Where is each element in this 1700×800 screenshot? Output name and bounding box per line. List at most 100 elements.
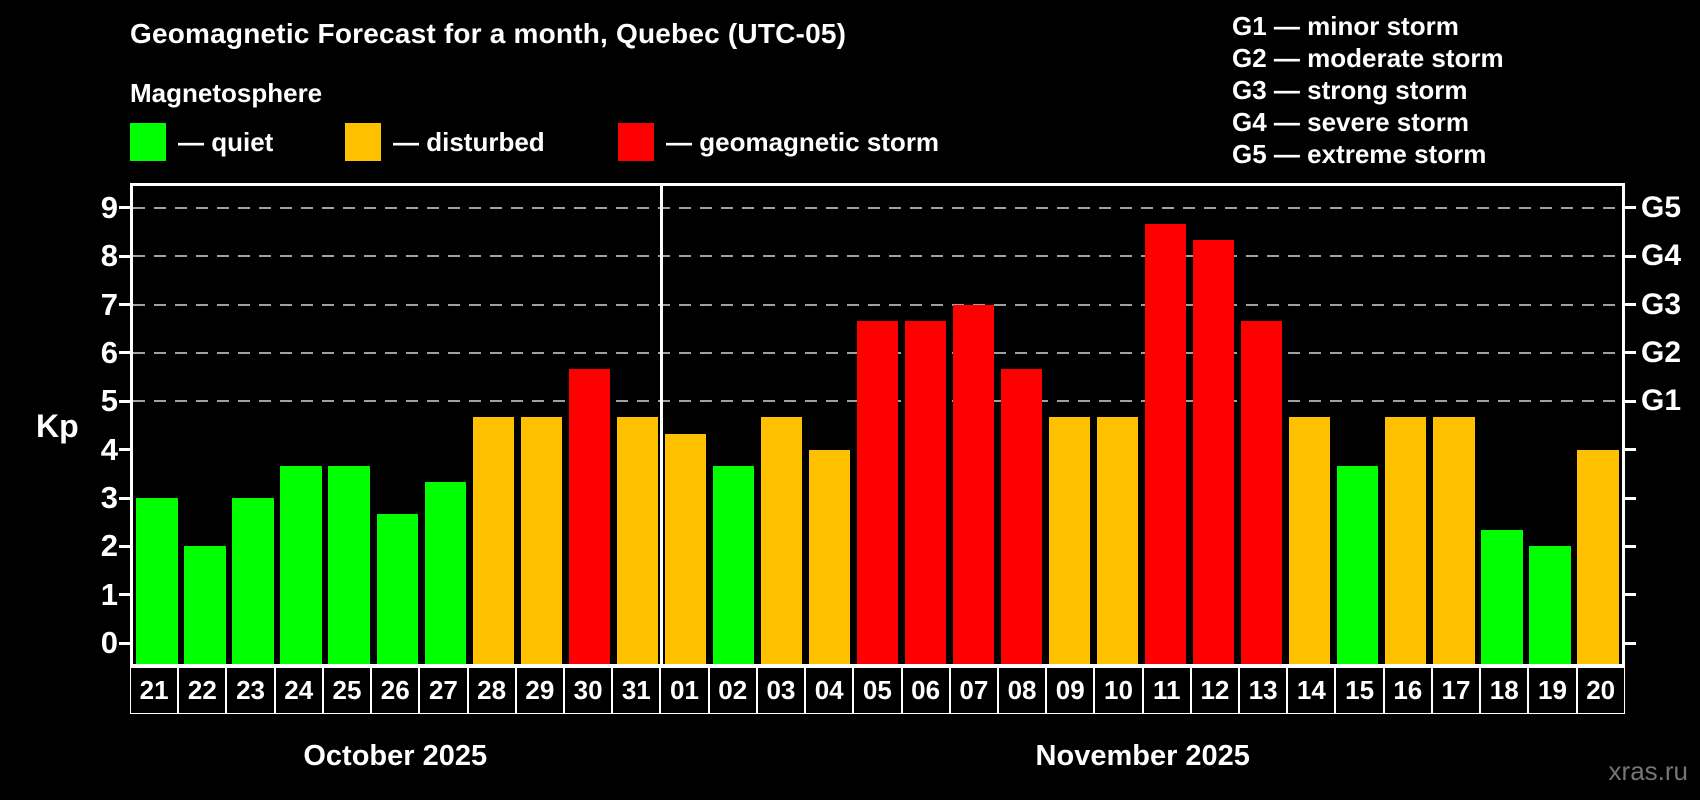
day-label-27: 27 <box>419 667 468 714</box>
day-label-04: 04 <box>805 667 854 714</box>
day-label-25: 25 <box>322 667 372 714</box>
day-label-10: 10 <box>1094 667 1143 714</box>
kp-bar-day-31 <box>616 417 658 664</box>
kp-bar-day-24 <box>280 465 322 664</box>
day-label-31: 31 <box>612 667 661 714</box>
axis-tick <box>1625 641 1636 645</box>
day-label-15: 15 <box>1335 667 1384 714</box>
axis-tick <box>1625 593 1636 597</box>
g-scale-line: G4 — severe storm <box>1232 107 1470 137</box>
g-axis-label-g2: G2 <box>1641 335 1682 369</box>
axis-tick <box>1625 206 1636 210</box>
axis-tick <box>1625 399 1636 403</box>
g-scale-line: G3 — strong storm <box>1232 75 1468 105</box>
day-label-28: 28 <box>467 667 516 714</box>
legend-label: — geomagnetic storm <box>666 126 940 157</box>
color-legend: — quiet — disturbed — geomagnetic storm <box>0 121 1700 163</box>
kp-bar-day-03 <box>760 417 803 664</box>
kp-bar-day-27 <box>424 482 466 664</box>
kp-bar-day-12 <box>1193 240 1235 664</box>
axis-tick <box>1625 254 1636 258</box>
gridline-kp7 <box>133 303 1622 306</box>
g-axis-label-g5: G5 <box>1641 190 1682 224</box>
y-axis-label-0: 0 <box>100 625 118 661</box>
axis-tick <box>119 303 130 307</box>
kp-bar-day-01 <box>664 433 706 664</box>
day-label-23: 23 <box>226 667 275 714</box>
day-label-19: 19 <box>1528 667 1577 714</box>
plot-area <box>130 183 1625 667</box>
axis-tick <box>119 399 130 403</box>
legend-label: — quiet <box>178 126 274 157</box>
legend-label: — disturbed <box>393 126 545 157</box>
month-label-november: November 2025 <box>1035 740 1250 772</box>
day-label-14: 14 <box>1287 667 1336 714</box>
day-label-16: 16 <box>1383 667 1432 714</box>
day-label-30: 30 <box>563 667 613 714</box>
day-label-22: 22 <box>178 667 227 714</box>
axis-tick <box>119 544 130 548</box>
gridline-kp9 <box>133 206 1622 209</box>
g-scale-line: G2 — moderate storm <box>1232 43 1504 73</box>
kp-bar-day-23 <box>232 498 274 664</box>
y-axis-label-1: 1 <box>100 576 118 612</box>
kp-bar-day-30 <box>568 368 610 664</box>
kp-bar-day-21 <box>136 498 178 664</box>
day-label-11: 11 <box>1142 667 1191 714</box>
axis-tick <box>119 351 130 355</box>
y-axis-label-9: 9 <box>100 189 118 225</box>
g-axis-label-g3: G3 <box>1641 287 1682 321</box>
kp-bar-day-14 <box>1289 417 1331 664</box>
y-axis-label-3: 3 <box>100 480 118 516</box>
day-label-06: 06 <box>901 667 950 714</box>
day-axis-row: 21 22 23 24 25 26 27 28 29 30 31 01 02 03 04 05 06 07 08 09… <box>130 667 1625 714</box>
kp-bar-day-28 <box>472 417 514 664</box>
axis-tick <box>1625 303 1636 307</box>
storm-color-swatch <box>618 123 654 161</box>
day-label-01: 01 <box>660 667 709 714</box>
kp-bar-day-19 <box>1529 546 1571 664</box>
quiet-color-swatch <box>130 123 166 161</box>
g-axis-label-g4: G4 <box>1641 239 1682 273</box>
gridline-kp8 <box>133 255 1622 258</box>
y-axis-label-8: 8 <box>100 238 118 274</box>
kp-bar-day-05 <box>856 320 899 664</box>
g-scale-line: G5 — extreme storm <box>1232 139 1487 169</box>
chart-subtitle: Magnetosphere <box>130 78 323 108</box>
axis-tick <box>119 206 130 210</box>
axis-tick <box>119 254 130 258</box>
kp-bar-day-06 <box>904 320 947 664</box>
day-label-03: 03 <box>756 667 806 714</box>
day-label-20: 20 <box>1576 667 1625 714</box>
y-axis-label-2: 2 <box>100 528 118 564</box>
kp-bar-day-13 <box>1241 320 1283 664</box>
kp-bar-day-18 <box>1481 530 1523 664</box>
kp-bar-day-09 <box>1048 417 1091 664</box>
kp-bar-day-07 <box>952 304 995 664</box>
g-axis-label-g1: G1 <box>1641 384 1682 418</box>
day-label-12: 12 <box>1190 667 1240 714</box>
day-label-21: 21 <box>130 667 179 714</box>
storm-scale-legend: G1 — minor storm G2 — moderate storm G3 … <box>1232 10 1504 170</box>
kp-bar-day-17 <box>1433 417 1475 664</box>
disturbed-color-swatch <box>345 123 381 161</box>
kp-bar-day-29 <box>520 417 562 664</box>
kp-bar-day-11 <box>1145 223 1187 664</box>
axis-tick <box>1625 496 1636 500</box>
kp-bar-day-26 <box>376 514 418 664</box>
y-axis-title: Kp <box>36 408 79 444</box>
kp-bar-day-04 <box>808 449 851 664</box>
day-label-17: 17 <box>1431 667 1481 714</box>
axis-tick <box>119 496 130 500</box>
kp-bar-day-16 <box>1385 417 1427 664</box>
axis-tick <box>1625 351 1636 355</box>
legend-item-disturbed: — disturbed <box>345 121 545 163</box>
g-scale-line: G1 — minor storm <box>1232 11 1459 41</box>
month-divider-line <box>659 186 663 664</box>
y-axis-label-5: 5 <box>100 383 118 419</box>
kp-bar-day-22 <box>184 546 226 664</box>
y-axis-label-4: 4 <box>100 431 118 467</box>
axis-tick <box>1625 544 1636 548</box>
day-label-18: 18 <box>1480 667 1529 714</box>
